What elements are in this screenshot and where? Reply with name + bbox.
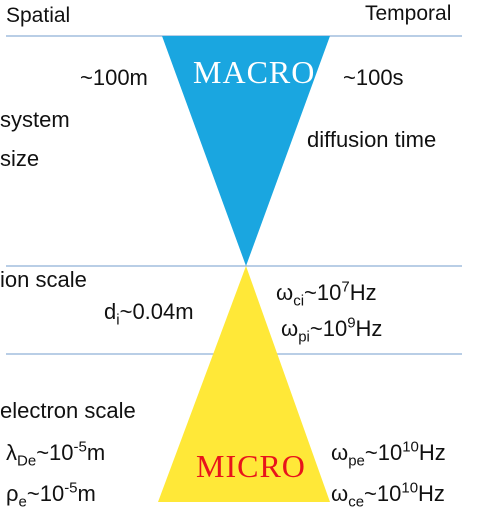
wpe-value: ~10: [364, 440, 403, 465]
wpe-exponent: 10: [402, 438, 419, 456]
wce-subscript: ce: [348, 493, 365, 511]
electron-gyroradius: ρe~10-5m: [6, 479, 96, 510]
system-size-label-line1: system: [0, 107, 70, 132]
macro-time-label: ~100s: [343, 65, 404, 90]
wpe-symbol: ω: [331, 440, 349, 465]
di-symbol: d: [104, 299, 117, 324]
electron-cyclotron-frequency: ωce~1010Hz: [331, 479, 445, 510]
lde-exponent: -5: [73, 438, 87, 456]
ion-plasma-frequency: ωpi~109Hz: [281, 314, 383, 345]
temporal-heading: Temporal: [365, 2, 452, 25]
wci-subscript: ci: [293, 292, 305, 310]
di-subscript: i: [116, 311, 120, 329]
rhoe-value: ~10: [26, 481, 65, 506]
wpi-unit: Hz: [355, 316, 383, 341]
rhoe-symbol: ρ: [6, 481, 19, 506]
wpi-exponent: 9: [347, 314, 356, 332]
micro-triangle: [158, 266, 330, 502]
micro-label: MICRO: [196, 448, 306, 484]
electron-scale-label: electron scale: [0, 398, 136, 423]
wce-unit: Hz: [418, 481, 445, 506]
ion-scale-label: ion scale: [0, 267, 87, 292]
wci-symbol: ω: [276, 280, 294, 305]
electron-plasma-frequency: ωpe~1010Hz: [331, 438, 446, 469]
lde-unit: m: [86, 440, 106, 465]
wci-exponent: 7: [341, 278, 350, 296]
rhoe-unit: m: [77, 481, 96, 506]
wce-value: ~10: [364, 481, 402, 506]
lde-subscript: De: [17, 452, 37, 470]
electron-debye-length: λDe~10-5m: [6, 438, 106, 469]
ion-cyclotron-frequency: ωci~107Hz: [276, 278, 377, 309]
wci-unit: Hz: [349, 280, 377, 305]
spatial-heading: Spatial: [6, 4, 71, 27]
wce-symbol: ω: [331, 481, 349, 506]
wci-value: ~10: [304, 280, 342, 305]
wpi-subscript: pi: [298, 328, 310, 346]
lde-symbol: λ: [6, 440, 17, 465]
rhoe-subscript: e: [18, 493, 27, 511]
macro-triangle: [162, 36, 330, 266]
ion-inertial-length: di~0.04m: [104, 299, 194, 328]
wpe-unit: Hz: [418, 440, 446, 465]
system-size-label-line2: size: [0, 146, 40, 171]
diffusion-time-label: diffusion time: [307, 127, 437, 152]
wce-exponent: 10: [401, 479, 419, 497]
rhoe-exponent: -5: [64, 479, 78, 497]
wpi-symbol: ω: [281, 316, 299, 341]
di-value: ~0.04m: [119, 299, 194, 324]
macro-size-label: ~100m: [80, 65, 148, 90]
macro-label: MACRO: [193, 54, 316, 90]
lde-value: ~10: [36, 440, 74, 465]
wpe-subscript: pe: [348, 452, 365, 470]
wpi-value: ~10: [309, 316, 348, 341]
